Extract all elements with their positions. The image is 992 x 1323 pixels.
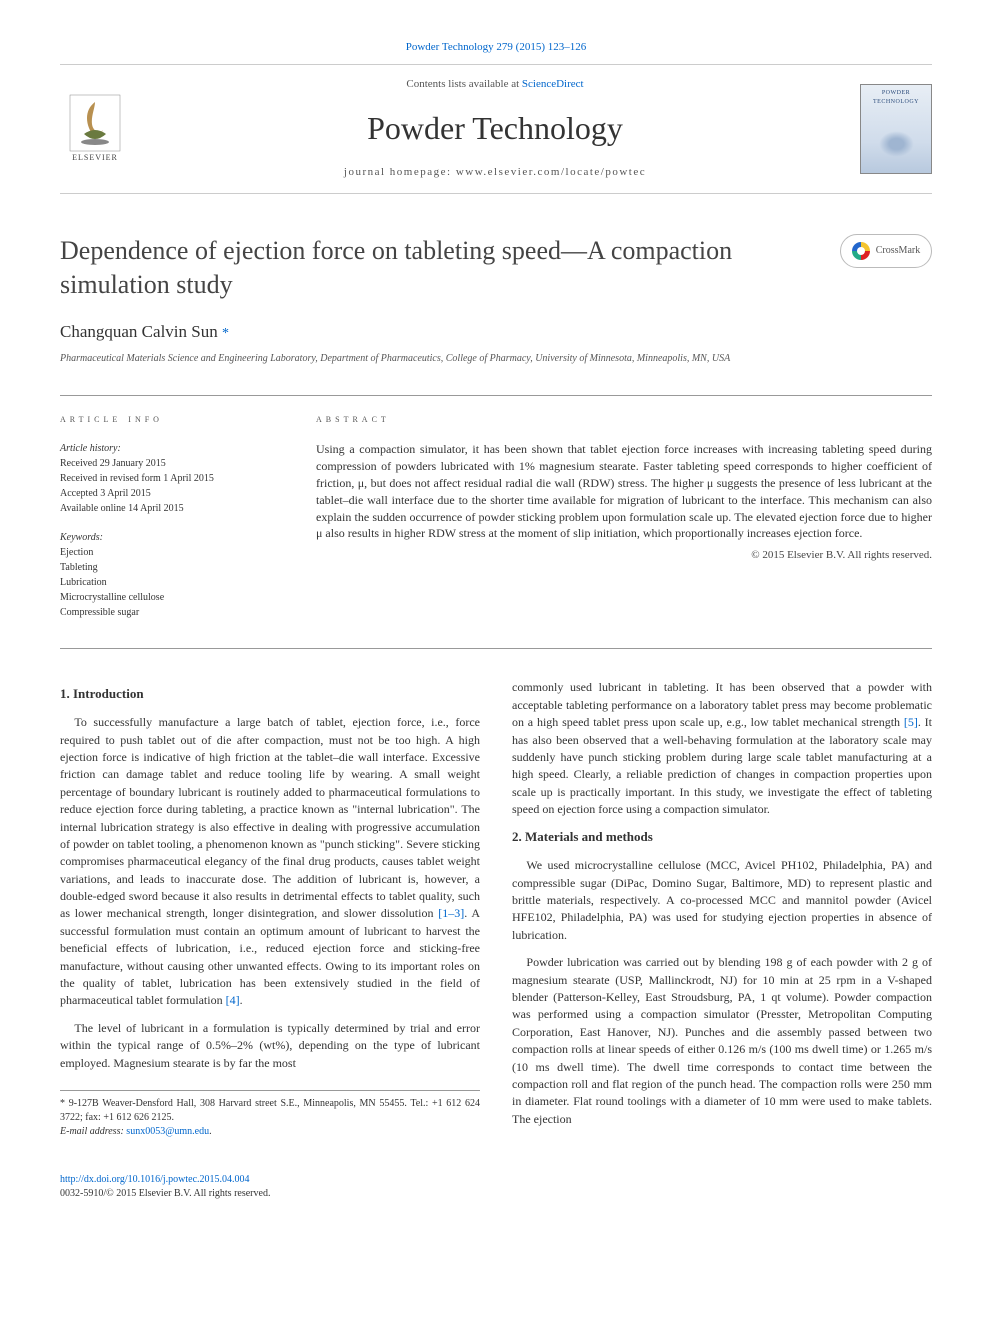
abstract-text: Using a compaction simulator, it has bee…: [316, 441, 932, 542]
keywords-label: Keywords:: [60, 530, 280, 545]
history-item: Available online 14 April 2015: [60, 501, 280, 516]
p2b-text: commonly used lubricant in tableting. It…: [512, 680, 932, 729]
methods-p2: Powder lubrication was carried out by bl…: [512, 954, 932, 1128]
keyword: Microcrystalline cellulose: [60, 590, 280, 605]
article-info-heading: article info: [60, 410, 280, 427]
keyword: Compressible sugar: [60, 605, 280, 620]
journal-name: Powder Technology: [130, 105, 860, 151]
p1b-text: . A successful formulation must contain …: [60, 906, 480, 1007]
elsevier-label: ELSEVIER: [72, 152, 118, 164]
doi-link[interactable]: http://dx.doi.org/10.1016/j.powtec.2015.…: [60, 1174, 250, 1185]
keyword: Ejection: [60, 545, 280, 560]
history-item: Received in revised form 1 April 2015: [60, 471, 280, 486]
body-columns: 1. Introduction To successfully manufact…: [60, 679, 932, 1202]
homepage-url[interactable]: www.elsevier.com/locate/powtec: [456, 166, 646, 178]
ref-link-1-3[interactable]: [1–3]: [438, 906, 464, 920]
corr-author-link[interactable]: *: [222, 326, 229, 341]
elsevier-logo: ELSEVIER: [60, 90, 130, 168]
citation-header: Powder Technology 279 (2015) 123–126: [60, 40, 932, 56]
history-item: Received 29 January 2015: [60, 456, 280, 471]
section-2-heading: 2. Materials and methods: [512, 828, 932, 847]
crossmark-badge[interactable]: CrossMark: [840, 234, 932, 268]
contents-line: Contents lists available at ScienceDirec…: [130, 77, 860, 93]
period: .: [240, 993, 243, 1007]
corr-footnote: * 9-127B Weaver-Densford Hall, 308 Harva…: [60, 1090, 480, 1139]
keyword: Tableting: [60, 560, 280, 575]
doi-block: http://dx.doi.org/10.1016/j.powtec.2015.…: [60, 1173, 480, 1202]
journal-cover-thumb: POWDER TECHNOLOGY: [860, 84, 932, 174]
ref-link-5[interactable]: [5]: [904, 715, 918, 729]
keywords-block: Keywords: Ejection Tableting Lubrication…: [60, 530, 280, 620]
history-label: Article history:: [60, 441, 280, 456]
p1-text: To successfully manufacture a large batc…: [60, 715, 480, 920]
intro-p2b: commonly used lubricant in tableting. It…: [512, 679, 932, 818]
author-line: Changquan Calvin Sun *: [60, 320, 932, 345]
intro-p1: To successfully manufacture a large batc…: [60, 714, 480, 1010]
crossmark-label: CrossMark: [876, 244, 920, 259]
corr-address: * 9-127B Weaver-Densford Hall, 308 Harva…: [60, 1097, 480, 1125]
history-item: Accepted 3 April 2015: [60, 486, 280, 501]
issn-copyright: 0032-5910/© 2015 Elsevier B.V. All right…: [60, 1187, 480, 1202]
period: .: [209, 1126, 212, 1137]
section-1-heading: 1. Introduction: [60, 685, 480, 704]
p2c-text: . It has also been observed that a well-…: [512, 715, 932, 816]
masthead: ELSEVIER Contents lists available at Sci…: [60, 64, 932, 194]
intro-p2a: The level of lubricant in a formulation …: [60, 1020, 480, 1072]
methods-p1: We used microcrystalline cellulose (MCC,…: [512, 857, 932, 944]
article-title: Dependence of ejection force on tabletin…: [60, 234, 840, 302]
keyword: Lubrication: [60, 575, 280, 590]
abstract-heading: abstract: [316, 410, 932, 427]
homepage-line: journal homepage: www.elsevier.com/locat…: [130, 165, 860, 181]
homepage-pre: journal homepage:: [344, 166, 456, 178]
corr-email-link[interactable]: sunx0053@umn.edu: [126, 1126, 209, 1137]
crossmark-icon: [852, 242, 870, 260]
abstract-copyright: © 2015 Elsevier B.V. All rights reserved…: [316, 548, 932, 564]
author-name: Changquan Calvin Sun: [60, 322, 222, 341]
email-label: E-mail address:: [60, 1126, 126, 1137]
ref-link-4[interactable]: [4]: [226, 993, 240, 1007]
contents-pre: Contents lists available at: [406, 78, 521, 90]
affiliation: Pharmaceutical Materials Science and Eng…: [60, 352, 932, 367]
sciencedirect-link[interactable]: ScienceDirect: [522, 78, 584, 90]
article-history: Article history: Received 29 January 201…: [60, 441, 280, 516]
